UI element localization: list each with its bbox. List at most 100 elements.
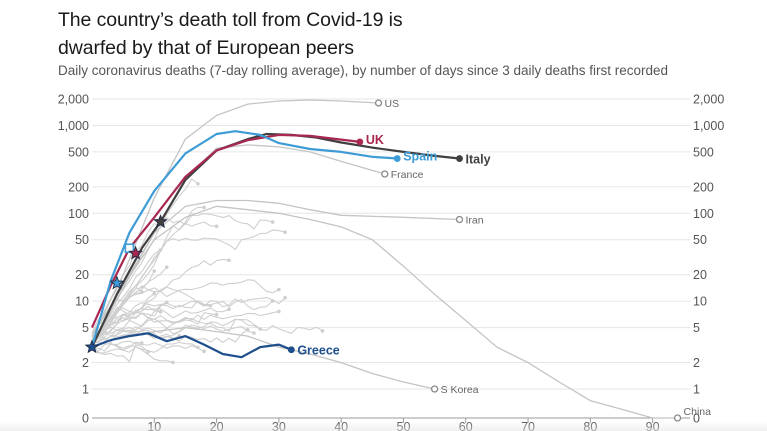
y-tick-left-1000: 1,000 (58, 119, 89, 133)
y-tick-right-0: 0 (693, 412, 700, 426)
y-tick-right-500: 500 (693, 145, 714, 159)
series-line-italy (91, 132, 460, 348)
series-endpoint-china (673, 414, 682, 422)
background-country-endpoint (164, 265, 169, 270)
y-tick-left-100: 100 (68, 207, 89, 221)
background-country-line (91, 266, 168, 341)
y-tick-left-0: 0 (82, 412, 89, 426)
label-iran: Iran (466, 214, 484, 226)
y-tick-left-2: 2 (82, 356, 89, 370)
label-spain: Spain (403, 150, 437, 164)
y-tick-left-2000: 2,000 (58, 93, 89, 107)
background-country-endpoint (202, 205, 206, 210)
series-line-uk (90, 133, 361, 329)
background-country-endpoint (208, 303, 213, 308)
background-country-endpoint (320, 329, 325, 333)
series-endpoint-spain (393, 155, 401, 162)
background-country-endpoint (227, 258, 231, 263)
y-tick-right-100: 100 (693, 207, 714, 221)
label-us: US (385, 98, 400, 110)
series-line-spain (90, 130, 398, 348)
x-tick-50: 50 (397, 420, 411, 431)
y-tick-right-2: 2 (693, 356, 700, 370)
background-country-endpoint (158, 248, 163, 252)
background-country-line (91, 298, 273, 344)
y-tick-right-20: 20 (693, 268, 707, 282)
background-country-endpoint (196, 345, 200, 350)
series-endpoint-us (374, 99, 383, 107)
y-tick-right-5: 5 (693, 321, 700, 335)
background-country-endpoint (158, 310, 163, 314)
background-country-endpoint (171, 360, 175, 365)
chart-subtitle: Daily coronavirus deaths (7-day rolling … (58, 63, 669, 78)
background-country-endpoint (277, 287, 281, 292)
chart-title-line-2: dwarfed by that of European peers (58, 37, 354, 59)
label-uk: UK (366, 133, 384, 147)
y-tick-left-200: 200 (68, 180, 89, 194)
series-line-iran (91, 199, 460, 337)
x-tick-80: 80 (583, 420, 597, 431)
background-country-endpoint (202, 349, 206, 354)
background-country-endpoint (277, 309, 281, 314)
milestone-star-uk (128, 245, 143, 260)
label-china: China (684, 406, 712, 418)
background-country-endpoint (214, 312, 219, 317)
background-country-line (91, 229, 286, 343)
x-tick-30: 30 (272, 420, 286, 431)
y-tick-left-50: 50 (75, 233, 89, 247)
series-endpoint-uk (356, 138, 364, 146)
background-country-line (91, 310, 280, 342)
background-country-endpoint (196, 181, 200, 186)
y-tick-right-10: 10 (693, 295, 707, 309)
x-tick-90: 90 (646, 420, 660, 431)
y-tick-left-10: 10 (75, 295, 89, 309)
background-country-line (91, 213, 273, 334)
background-country-endpoint (152, 269, 157, 273)
x-tick-40: 40 (334, 420, 348, 431)
background-country-endpoint (152, 291, 157, 296)
label-italy: Italy (466, 153, 491, 167)
milestone-star-italy (153, 214, 168, 229)
background-country-line (91, 279, 280, 339)
series-line-greece (91, 332, 292, 359)
background-country-line (91, 318, 323, 343)
background-country-line (91, 340, 205, 352)
background-country-endpoint (283, 230, 287, 235)
background-country-endpoint (140, 290, 144, 294)
background-country-line (91, 301, 168, 344)
background-country-endpoint (270, 220, 275, 224)
series-line-china (91, 205, 678, 419)
y-tick-right-200: 200 (693, 180, 714, 194)
milestone-star-greece (84, 339, 100, 354)
label-s-korea: S Korea (441, 384, 479, 396)
background-country-endpoint (283, 295, 287, 300)
background-country-line (91, 307, 230, 339)
series-endpoint-iran (455, 215, 464, 224)
series-line-s-korea (91, 326, 435, 390)
label-france: France (391, 169, 424, 181)
x-tick-60: 60 (459, 420, 473, 431)
y-tick-right-1: 1 (693, 383, 700, 397)
milestone-square-spain (124, 243, 135, 254)
y-tick-right-1000: 1,000 (693, 119, 724, 133)
background-country-endpoint (227, 307, 231, 312)
series-endpoint-france (381, 170, 389, 178)
y-tick-left-20: 20 (75, 268, 89, 282)
series-line-france (91, 144, 385, 348)
y-tick-right-2000: 2,000 (693, 93, 724, 107)
series-endpoint-italy (456, 155, 463, 162)
x-tick-70: 70 (521, 420, 535, 431)
background-country-endpoint (140, 341, 144, 345)
y-tick-left-1: 1 (82, 383, 89, 397)
series-endpoint-s-korea (430, 385, 439, 393)
background-country-endpoint (214, 224, 219, 229)
milestone-star-spain (109, 275, 125, 290)
series-endpoint-greece (287, 346, 295, 354)
y-tick-right-50: 50 (693, 233, 707, 247)
y-tick-left-500: 500 (68, 145, 89, 159)
background-country-line (91, 341, 199, 353)
background-country-line (91, 312, 217, 346)
background-country-line (91, 286, 286, 344)
chart-title-line-1: The country’s death toll from Covid-19 i… (58, 9, 403, 31)
